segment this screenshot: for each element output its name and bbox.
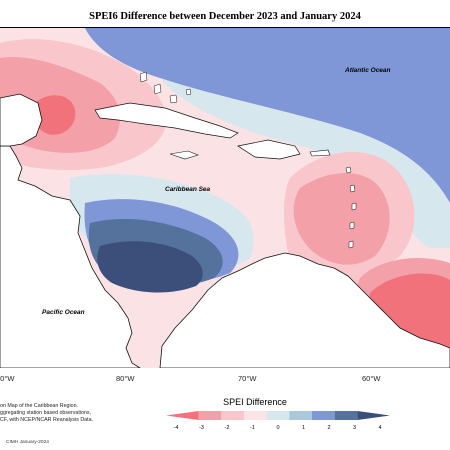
legend-tick-label: 3 bbox=[353, 425, 356, 431]
credit-text: CIMH January-2024 bbox=[6, 440, 49, 445]
legend-swatch bbox=[244, 411, 267, 420]
legend-swatch bbox=[312, 411, 335, 420]
legend-tick-label: 4 bbox=[378, 425, 381, 431]
map-title: SPEI6 Difference between December 2023 a… bbox=[89, 11, 361, 22]
anomaly-band-dry-nw-strong bbox=[33, 95, 76, 135]
hispaniola-island bbox=[237, 139, 301, 160]
spei-color-legend: -4 -3 -2 -1 0 1 2 3 4 bbox=[166, 411, 390, 431]
longitude-90w: 90°W bbox=[0, 374, 15, 383]
pacific-ocean-label: Pacific Ocean bbox=[42, 309, 85, 316]
legend-tick-label: -2 bbox=[225, 425, 230, 431]
legend-swatch bbox=[198, 411, 222, 420]
puerto-rico-island bbox=[309, 149, 331, 157]
legend-swatch bbox=[266, 411, 290, 420]
footnote-line-1: on Map of the Caribbean Region. bbox=[0, 403, 79, 409]
legend-tick-label: 0 bbox=[276, 425, 279, 431]
legend-swatch bbox=[334, 411, 358, 420]
footnote-line-3: CF, with NCEP/NCAR Reanalysis Data. bbox=[0, 417, 94, 423]
spei-difference-map: Atlantic Ocean Caribbean Sea Pacific Oce… bbox=[0, 28, 450, 368]
legend-tick-label: -1 bbox=[250, 425, 255, 431]
anomaly-band-wet-caribbean-strong bbox=[97, 241, 203, 293]
anomaly-band-dry-east-strong bbox=[293, 173, 390, 265]
longitude-80w: 80°W bbox=[116, 374, 135, 383]
legend-tick-label: 1 bbox=[302, 425, 305, 431]
anomaly-band-light-blue bbox=[160, 78, 450, 248]
legend-title: SPEI Difference bbox=[223, 397, 287, 407]
legend-swatch bbox=[289, 411, 312, 420]
legend-tick-label: 2 bbox=[327, 425, 330, 431]
longitude-70w: 70°W bbox=[238, 374, 257, 383]
legend-swatch bbox=[357, 411, 390, 420]
south-america-landmass bbox=[159, 252, 450, 368]
caribbean-sea-label: Caribbean Sea bbox=[165, 186, 211, 193]
legend-swatch bbox=[166, 411, 199, 420]
legend-tick-label: -3 bbox=[199, 425, 204, 431]
lesser-antilles bbox=[345, 166, 357, 249]
footnote-line-2: ggregating station based observations, bbox=[0, 410, 91, 416]
anomaly-band-wet-ne bbox=[85, 28, 450, 203]
legend-swatch bbox=[221, 411, 244, 420]
legend-tick-label: -4 bbox=[174, 425, 179, 431]
central-america-landmass bbox=[0, 145, 141, 368]
longitude-60w: 60°W bbox=[362, 374, 381, 383]
cuba-island bbox=[94, 102, 239, 139]
jamaica-island bbox=[169, 150, 199, 160]
yucatan-landmass bbox=[0, 93, 43, 147]
title-divider bbox=[0, 27, 450, 28]
atlantic-ocean-label: Atlantic Ocean bbox=[344, 67, 391, 74]
bahamas-islands bbox=[139, 71, 192, 104]
